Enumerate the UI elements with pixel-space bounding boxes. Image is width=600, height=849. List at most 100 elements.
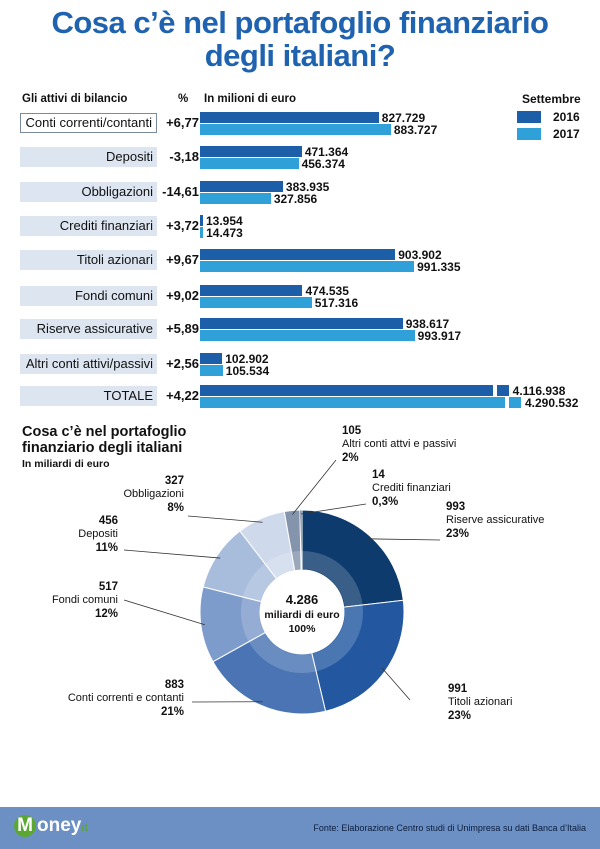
bar-2016-1 [200, 146, 302, 157]
row-pct-1: -3,18 [169, 149, 199, 164]
value-label-2017-3: 14.473 [206, 226, 243, 240]
legend-swatch-2017 [517, 128, 541, 140]
bar-2016-7 [200, 353, 223, 364]
header-attivi: Gli attivi di bilancio [22, 93, 128, 105]
pie-title: Cosa c’è nel portafoglio finanziario deg… [22, 424, 186, 456]
donut-inner-ring [241, 551, 363, 673]
bar-2016-8 [200, 385, 493, 396]
slice-value-7: 14 [372, 469, 385, 481]
slice-pct-0: 23% [446, 528, 469, 540]
slice-value-1: 991 [448, 683, 468, 695]
bar-2017-6 [200, 330, 415, 341]
footer-source: Fonte: Elaborazione Centro studi di Unim… [313, 823, 586, 833]
leader-line-1 [381, 667, 411, 701]
slice-pct-2: 21% [161, 706, 184, 718]
value-label-2016-5: 474.535 [305, 284, 349, 298]
slice-value-5: 327 [165, 475, 184, 487]
value-label-2016-0: 827.729 [381, 111, 426, 125]
row-label-6: Riserve assicurative [20, 319, 157, 339]
logo-suffix: it [81, 822, 89, 834]
value-label-2016-7: 102.902 [225, 352, 269, 366]
bar-2017-2 [200, 193, 271, 204]
bar-2016-6 [200, 318, 403, 329]
value-label-2017-8: 4.290.532 [525, 396, 579, 410]
value-label-2016-3: 13.954 [206, 214, 243, 228]
legend-item-2016: 2016 [517, 110, 587, 124]
slice-pct-3: 12% [95, 608, 118, 620]
slice-value-3: 517 [99, 581, 118, 593]
center-pct: 100% [289, 623, 317, 635]
bar-2016-8-tail [496, 385, 509, 396]
value-label-2016-6: 938.617 [405, 317, 450, 331]
slice-label-3: Fondi comuni [52, 594, 118, 606]
pie-title-line2: finanziario degli italiani [22, 440, 183, 456]
header-unit: In milioni di euro [204, 93, 296, 105]
legend-label-2017: 2017 [553, 127, 580, 141]
slice-label-1: Titoli azionari [448, 696, 512, 708]
slice-label-0: Riserve assicurative [446, 514, 544, 526]
bar-2017-7 [200, 365, 223, 376]
logo-m: M [14, 815, 36, 837]
bar-2017-8 [200, 397, 505, 408]
legend-item-2017: 2017 [517, 127, 587, 141]
bar-2016-3 [200, 215, 203, 226]
header-pct: % [178, 93, 189, 105]
page-title-line2: degli italiani? [204, 38, 396, 73]
row-pct-6: +5,89 [166, 321, 199, 336]
row-pct-0: +6,77 [166, 115, 199, 130]
slice-label-4: Depositi [78, 528, 118, 540]
row-pct-3: +3,72 [166, 218, 199, 233]
value-label-2016-2: 383.935 [285, 180, 330, 194]
leader-line-3 [123, 599, 205, 626]
leader-line-7 [300, 503, 367, 515]
row-pct-5: +9,02 [166, 288, 199, 303]
slice-value-2: 883 [165, 679, 184, 691]
page-title-line1: Cosa c’è nel portafoglio finanziario [51, 5, 549, 40]
value-label-2016-8: 4.116.938 [512, 384, 566, 398]
slice-value-4: 456 [99, 515, 118, 527]
slice-value-0: 993 [446, 501, 465, 513]
bar-2017-0 [200, 124, 391, 135]
value-label-2016-4: 903.902 [398, 248, 442, 262]
bar-2016-2 [200, 181, 283, 192]
bar-2016-5 [200, 285, 303, 296]
page-title: Cosa c’è nel portafoglio finanziario deg… [0, 6, 600, 72]
bar-2017-8-tail [509, 397, 521, 408]
leader-line-4 [123, 549, 221, 559]
slice-pct-5: 8% [167, 502, 184, 514]
pie-subtitle: In miliardi di euro [22, 458, 110, 470]
leader-line-6 [292, 459, 337, 515]
row-label-5: Fondi comuni [20, 286, 157, 306]
row-label-3: Crediti finanziari [20, 216, 157, 236]
row-label-1: Depositi [20, 147, 157, 167]
bar-2017-3 [200, 227, 204, 238]
slice-pct-1: 23% [448, 710, 471, 722]
slice-pct-4: 11% [96, 542, 118, 554]
slice-label-6: Altri conti attvi e passivi [342, 438, 456, 450]
row-label-2: Obbligazioni [20, 182, 157, 202]
leader-line-0 [367, 538, 441, 541]
leader-line-5 [187, 515, 263, 523]
value-label-2017-5: 517.316 [314, 296, 359, 310]
center-value: 4.286 [286, 592, 319, 607]
row-label-0: Conti correnti/contanti [20, 113, 157, 133]
slice-value-6: 105 [342, 425, 362, 437]
value-label-2017-4: 991.335 [417, 260, 461, 274]
pie-title-line1: Cosa c’è nel portafoglio [22, 424, 187, 440]
bar-2016-4 [200, 249, 396, 260]
row-pct-2: -14,61 [162, 184, 199, 199]
value-label-2017-6: 993.917 [417, 329, 462, 343]
legend-label-2016: 2016 [553, 110, 580, 124]
center-unit: miliardi di euro [264, 609, 339, 621]
row-label-4: Titoli azionari [20, 250, 157, 270]
slice-pct-6: 2% [342, 452, 359, 464]
logo-text: oney [37, 815, 82, 836]
row-pct-7: +2,56 [166, 356, 199, 371]
value-label-2017-1: 456.374 [301, 157, 345, 171]
row-pct-4: +9,67 [166, 252, 199, 267]
slice-label-5: Obbligazioni [123, 488, 184, 500]
value-label-2016-1: 471.364 [304, 145, 349, 159]
